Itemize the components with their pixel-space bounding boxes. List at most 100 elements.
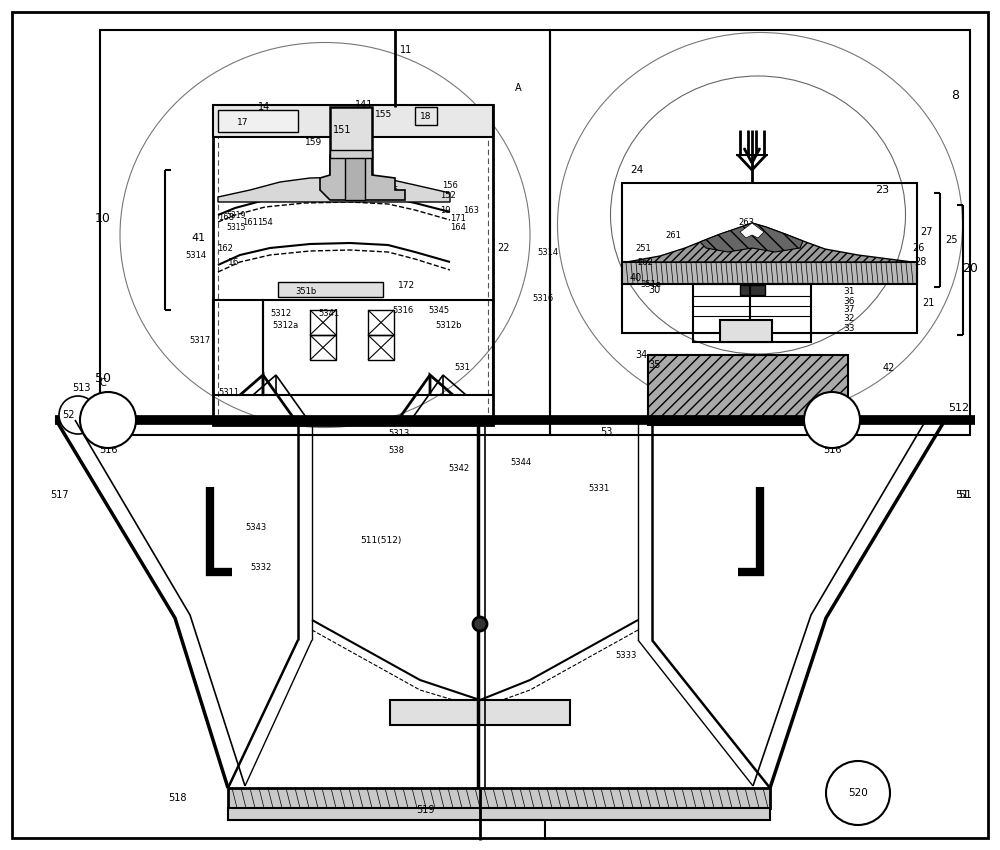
- Bar: [263, 300, 493, 395]
- Bar: [213, 105, 493, 137]
- Text: 30: 30: [648, 285, 660, 295]
- Bar: [740, 285, 765, 295]
- Text: 5317: 5317: [190, 336, 211, 344]
- Text: 20: 20: [962, 262, 978, 275]
- Text: 520: 520: [848, 788, 868, 798]
- Text: 517: 517: [50, 490, 69, 500]
- Text: 531: 531: [454, 362, 470, 371]
- Bar: [368, 310, 394, 335]
- Text: 512: 512: [948, 403, 969, 413]
- Text: 22: 22: [497, 243, 510, 253]
- Text: 32: 32: [843, 314, 854, 322]
- Text: 50: 50: [95, 371, 111, 384]
- Circle shape: [59, 396, 97, 434]
- Text: 168: 168: [218, 212, 234, 222]
- Polygon shape: [740, 223, 764, 238]
- Text: 5313: 5313: [388, 428, 409, 438]
- Text: 41: 41: [191, 233, 205, 243]
- Bar: [330, 150, 372, 158]
- Text: 161: 161: [242, 218, 258, 226]
- Text: 51: 51: [955, 490, 969, 500]
- Bar: [278, 282, 383, 297]
- Text: 42: 42: [883, 363, 895, 373]
- Text: 5316: 5316: [392, 305, 413, 314]
- Text: 5332: 5332: [250, 564, 271, 573]
- Bar: [622, 262, 917, 284]
- Text: 154: 154: [257, 218, 273, 226]
- Polygon shape: [345, 155, 365, 200]
- Bar: [330, 107, 372, 197]
- Text: 5312: 5312: [270, 309, 291, 318]
- Text: 33: 33: [843, 324, 854, 332]
- Text: 156: 156: [442, 180, 458, 190]
- Text: 5316: 5316: [532, 293, 553, 303]
- Text: 5341: 5341: [318, 309, 339, 318]
- Text: 5343: 5343: [245, 524, 266, 532]
- Text: 5314: 5314: [186, 251, 207, 259]
- Text: 19: 19: [440, 206, 450, 214]
- Text: A: A: [515, 83, 521, 93]
- Text: 5312a: 5312a: [272, 320, 298, 330]
- Text: 5311: 5311: [218, 388, 239, 396]
- Bar: [390, 700, 570, 725]
- Text: 155: 155: [375, 110, 392, 118]
- Text: 37: 37: [843, 304, 854, 314]
- Bar: [310, 310, 336, 335]
- Text: 31: 31: [843, 286, 854, 296]
- Text: 516: 516: [99, 445, 117, 455]
- Bar: [228, 808, 770, 820]
- Text: 8: 8: [951, 88, 959, 101]
- Bar: [310, 335, 336, 360]
- Text: 5314: 5314: [537, 247, 558, 257]
- Text: 5342: 5342: [448, 463, 469, 473]
- Text: 26: 26: [912, 243, 924, 253]
- Text: 262: 262: [637, 258, 653, 267]
- Bar: [368, 335, 394, 360]
- Text: 251: 251: [635, 243, 651, 252]
- Circle shape: [80, 392, 136, 448]
- Circle shape: [804, 392, 860, 448]
- Bar: [720, 320, 772, 342]
- Circle shape: [826, 761, 890, 825]
- Text: 17: 17: [237, 117, 248, 127]
- Text: 516: 516: [823, 445, 841, 455]
- Text: 164: 164: [450, 223, 466, 231]
- Text: 159: 159: [305, 138, 322, 146]
- Polygon shape: [700, 223, 803, 252]
- Text: 518: 518: [168, 793, 186, 803]
- Text: 511(512): 511(512): [360, 536, 401, 545]
- Text: 157: 157: [348, 194, 364, 202]
- Text: 18: 18: [420, 111, 432, 121]
- Text: 53: 53: [600, 427, 612, 437]
- Text: 16: 16: [228, 258, 240, 267]
- Text: 351a: 351a: [640, 280, 661, 288]
- Text: 52: 52: [62, 410, 74, 420]
- Text: 519: 519: [416, 805, 434, 815]
- Text: 28: 28: [914, 257, 926, 267]
- Text: 27: 27: [920, 227, 932, 237]
- Text: 158: 158: [333, 166, 349, 174]
- Text: 261: 261: [665, 230, 681, 240]
- Text: 14: 14: [258, 102, 270, 112]
- Polygon shape: [218, 177, 450, 202]
- Bar: [100, 30, 550, 435]
- Text: 11: 11: [400, 45, 412, 55]
- Polygon shape: [648, 355, 848, 425]
- Text: 263: 263: [738, 218, 754, 226]
- Text: 162: 162: [217, 243, 233, 252]
- Text: 141: 141: [355, 100, 373, 110]
- Polygon shape: [320, 155, 405, 200]
- Text: 10: 10: [95, 212, 111, 224]
- Bar: [228, 788, 770, 808]
- Text: 172: 172: [398, 280, 415, 290]
- Bar: [218, 110, 298, 132]
- Text: 5344: 5344: [510, 457, 531, 467]
- Bar: [213, 105, 493, 425]
- Text: 23: 23: [875, 185, 889, 195]
- Text: 5319: 5319: [226, 211, 245, 219]
- Text: 5333: 5333: [615, 650, 636, 660]
- Text: 40: 40: [630, 273, 642, 283]
- Text: 163: 163: [463, 206, 479, 214]
- Bar: [213, 300, 263, 395]
- Text: 5331: 5331: [588, 484, 609, 492]
